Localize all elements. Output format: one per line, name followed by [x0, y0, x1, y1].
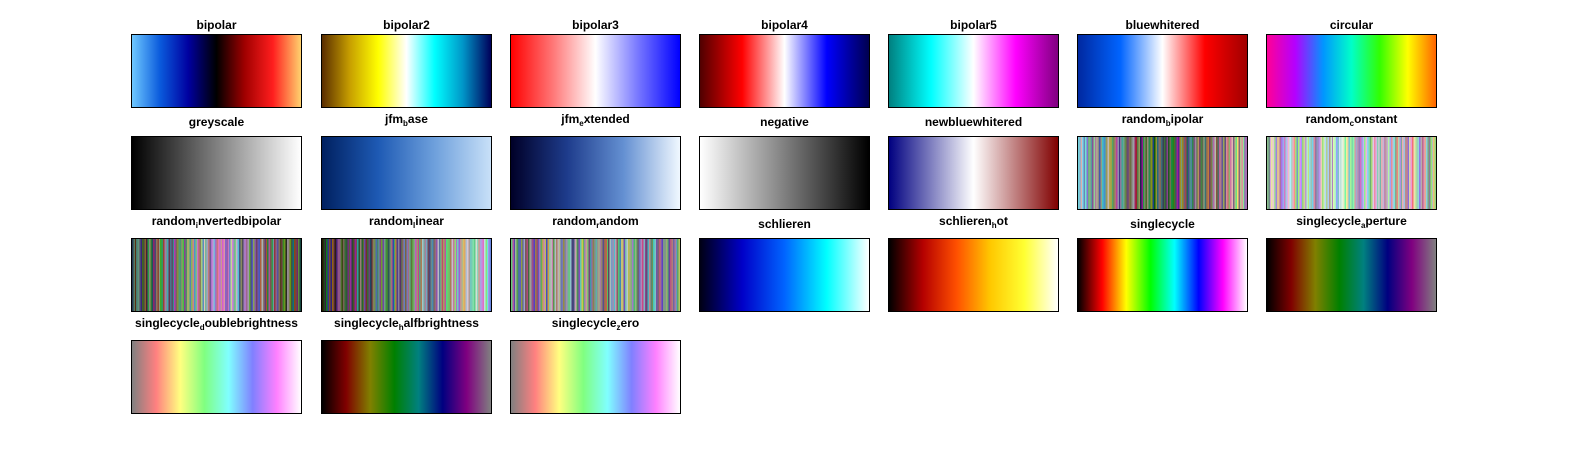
colormap-title-rest: perture	[1365, 214, 1407, 228]
colormap-title-main: random	[1121, 112, 1166, 126]
colormap-bar	[699, 34, 870, 108]
colormap-title-subscript: l	[413, 221, 416, 230]
colormap-title-main: schlieren	[758, 217, 811, 231]
colormap-title-main: greyscale	[188, 115, 245, 129]
colormap-title-rest: onstant	[1354, 112, 1398, 126]
colormap-title-main: schlieren	[939, 214, 992, 228]
colormap-bar	[1077, 238, 1248, 312]
colormap-title-main: random	[1305, 112, 1350, 126]
colormap-title-subscript: a	[1360, 221, 1366, 230]
colormap-title-main: singlecycle	[1130, 217, 1195, 231]
colormap-title: singlecyclezero	[510, 316, 681, 332]
colormap-title-main: bluewhitered	[1125, 18, 1200, 32]
colormap-title-subscript: e	[579, 119, 584, 128]
colormap-title-subscript: i	[195, 221, 198, 230]
colormap-title: negative	[699, 115, 870, 129]
colormap-title-rest: ero	[620, 316, 640, 330]
colormap-title-subscript: b	[1165, 119, 1171, 128]
colormap-title-main: bipolar	[196, 18, 237, 32]
colormap-bar	[888, 238, 1059, 312]
colormap-title-main: random	[369, 214, 414, 228]
colormap-title: newbluewhitered	[888, 115, 1059, 129]
colormap-title-rest: inear	[415, 214, 444, 228]
colormap-title-subscript: h	[991, 221, 997, 230]
colormap-title: randominvertedbipolar	[131, 214, 302, 230]
colormap-title-rest: xtended	[583, 112, 630, 126]
colormap-bar	[321, 136, 492, 210]
colormap-title-main: random	[552, 214, 597, 228]
colormap-title-main: singlecycle	[334, 316, 399, 330]
colormap-title: randombipolar	[1077, 112, 1248, 128]
colormap-title-subscript: b	[403, 119, 408, 128]
colormap-title: bipolar	[131, 18, 302, 32]
colormap-title-main: singlecycle	[551, 316, 617, 330]
colormap-title: singlecyclehalfbrightness	[321, 316, 492, 332]
colormap-bar	[510, 340, 681, 414]
colormap-bar	[1077, 34, 1248, 108]
colormap-title: bipolar5	[888, 18, 1059, 32]
colormap-title-rest: ipolar	[1170, 112, 1204, 126]
colormap-title-subscript: h	[398, 323, 404, 332]
colormap-title: schlieren	[699, 217, 870, 231]
colormap-bar	[131, 340, 302, 414]
colormap-bar	[321, 340, 492, 414]
colormap-title-main: negative	[760, 115, 809, 129]
colormap-title-main: bipolar5	[950, 18, 997, 32]
colormap-bar	[888, 136, 1059, 210]
colormap-title: greyscale	[131, 115, 302, 129]
colormap-title-main: bipolar4	[761, 18, 808, 32]
colormap-title-rest: nvertedbipolar	[197, 214, 282, 228]
colormap-title: bipolar3	[510, 18, 681, 32]
colormap-bar	[510, 136, 681, 210]
colormap-bar	[888, 34, 1059, 108]
colormap-bar	[1077, 136, 1248, 210]
colormap-bar	[321, 238, 492, 312]
colormap-title: randomconstant	[1266, 112, 1437, 128]
colormap-title: singlecycle	[1077, 217, 1248, 231]
colormap-title-main: newbluewhitered	[924, 115, 1023, 129]
colormap-title-subscript: c	[1349, 119, 1355, 128]
colormap-title: randomrandom	[510, 214, 681, 230]
colormap-title: circular	[1266, 18, 1437, 32]
colormap-title-main: singlecycle	[1296, 214, 1361, 228]
colormap-bar	[131, 34, 302, 108]
colormap-title-main: singlecycle	[135, 316, 200, 330]
colormap-title: bipolar4	[699, 18, 870, 32]
colormap-title: singlecycledoublebrightness	[131, 316, 302, 332]
colormap-bar	[131, 136, 302, 210]
colormap-title-main: jfm	[561, 112, 580, 126]
colormap-title-rest: ase	[407, 112, 428, 126]
colormap-title-subscript: z	[616, 323, 621, 332]
colormap-title: singlecycleaperture	[1266, 214, 1437, 230]
colormap-title-rest: alfbrightness	[403, 316, 479, 330]
colormap-title-subscript: r	[596, 221, 600, 230]
colormap-bar	[699, 238, 870, 312]
colormap-title-subscript: d	[199, 323, 205, 332]
colormap-bar	[131, 238, 302, 312]
colormap-title-rest: oublebrightness	[204, 316, 298, 330]
colormap-title-main: bipolar3	[572, 18, 619, 32]
colormap-bar	[1266, 34, 1437, 108]
colormap-bar	[321, 34, 492, 108]
colormap-title-main: jfm	[385, 112, 404, 126]
colormap-bar	[510, 34, 681, 108]
colormap-bar	[1266, 238, 1437, 312]
colormap-title: bluewhitered	[1077, 18, 1248, 32]
colormap-title: jfmbase	[321, 112, 492, 128]
colormap-title-main: bipolar2	[383, 18, 430, 32]
colormap-title: schlierenhot	[888, 214, 1059, 230]
colormap-title-main: circular	[1329, 18, 1374, 32]
colormap-title-rest: andom	[599, 214, 639, 228]
colormap-bar	[1266, 136, 1437, 210]
colormap-title-main: random	[151, 214, 196, 228]
colormap-title: randomlinear	[321, 214, 492, 230]
colormap-bar	[510, 238, 681, 312]
colormap-title: bipolar2	[321, 18, 492, 32]
colormap-title: jfmextended	[510, 112, 681, 128]
colormap-bar	[699, 136, 870, 210]
colormap-title-rest: ot	[996, 214, 1008, 228]
